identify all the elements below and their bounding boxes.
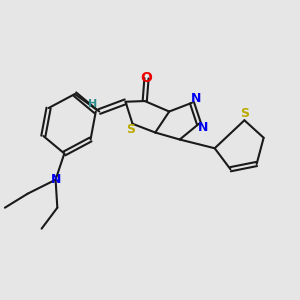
Text: S: S [240,107,249,121]
Text: H: H [88,99,98,109]
Text: N: N [198,122,208,134]
Text: N: N [191,92,201,105]
Text: N: N [50,173,61,186]
Text: O: O [141,71,152,85]
Text: S: S [126,122,135,136]
